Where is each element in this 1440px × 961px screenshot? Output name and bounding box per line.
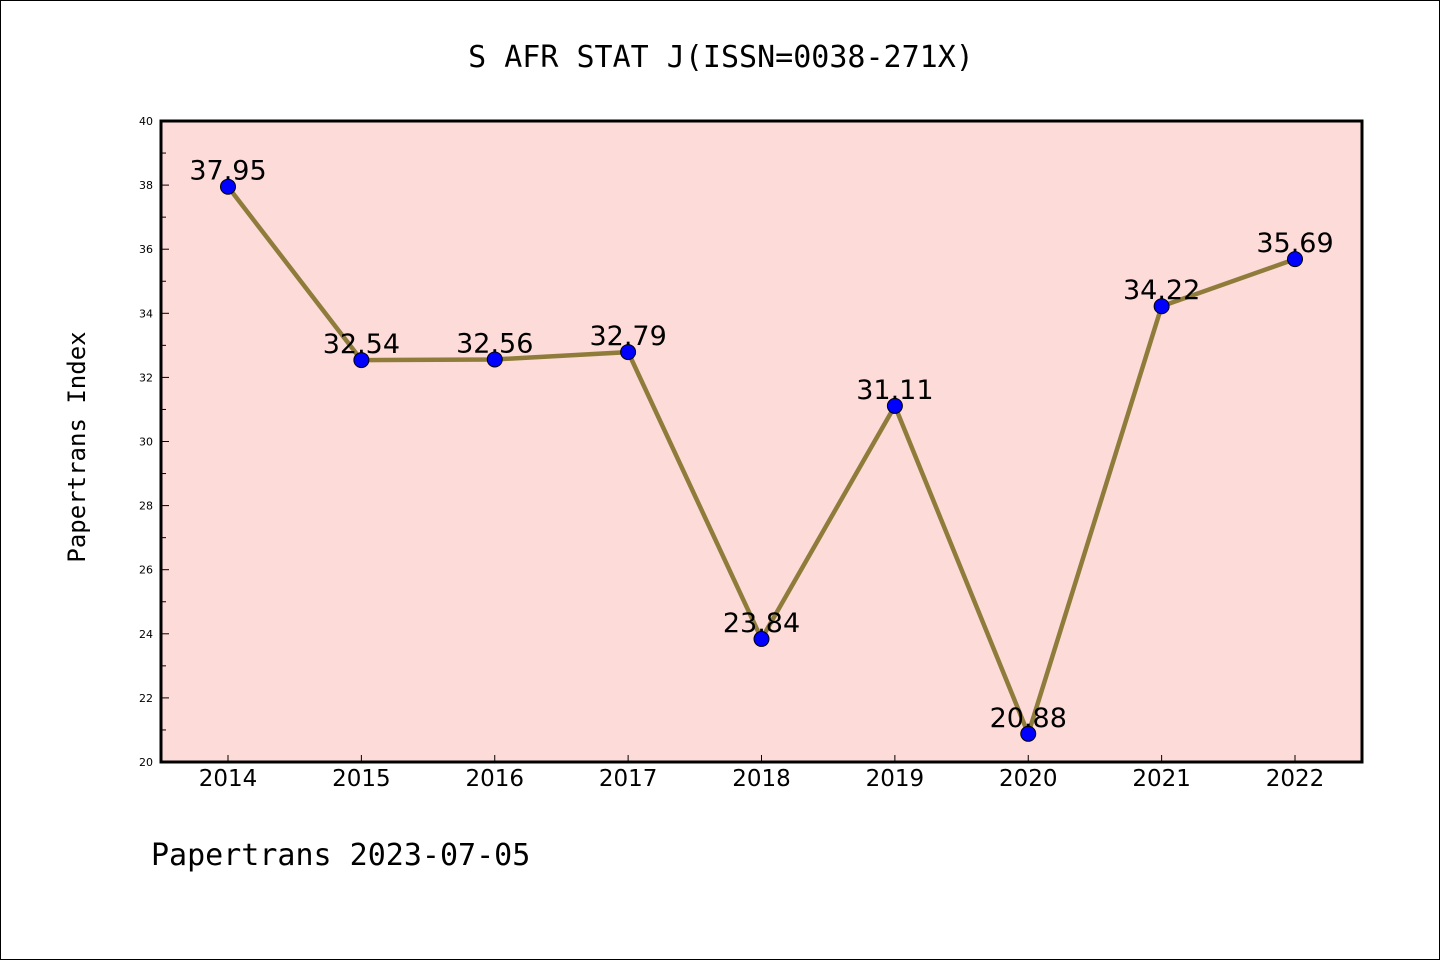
data-label: 23.84 [723,608,800,639]
y-axis: 20 22 24 26 28 30 32 34 36 38 40 [139,115,169,769]
x-tick-label: 2022 [1266,766,1325,792]
y-tick-label: 30 [139,436,153,449]
data-label: 37.95 [189,156,266,187]
x-tick-label: 2018 [732,766,791,792]
x-axis: 2014 2015 2016 2017 2018 2019 2020 2021 2022 [199,755,1325,792]
data-label: 34.22 [1123,275,1200,306]
y-tick-label: 26 [139,564,153,577]
data-point-marker [1153,298,1170,315]
x-tick-label: 2016 [465,766,524,792]
data-point-marker [620,344,637,361]
y-tick-label: 38 [139,179,153,192]
data-point-marker [1287,251,1303,268]
data-label: 32.79 [589,321,666,352]
y-tick-label: 36 [139,243,153,256]
y-tick-label: 20 [139,756,153,769]
data-point-marker [753,630,770,647]
data-label: 31.11 [856,375,933,406]
y-axis-label: Papertrans Index [63,331,91,562]
y-tick-label: 28 [139,500,153,513]
footer-credit: Papertrans 2023-07-05 [151,838,530,873]
x-tick-label: 2021 [1132,766,1191,792]
data-label: 32.54 [323,329,400,360]
plot-border [159,119,1364,764]
chart-title: S AFR STAT J(ISSN=0038-271X) [468,40,974,75]
data-point-marker [220,178,236,195]
x-tick-label: 2015 [332,766,391,792]
series-group: 37.95 32.54 32.56 32.79 23.84 31.11 20.88 34.22… [189,156,1334,742]
plot-area [161,121,1362,762]
data-label: 35.69 [1256,228,1333,259]
data-point-marker [886,397,903,414]
data-point-marker [353,352,370,369]
y-tick-label: 32 [139,371,153,384]
x-tick-label: 2019 [866,766,925,792]
x-tick-label: 2020 [999,766,1058,792]
x-tick-label: 2014 [199,766,258,792]
data-label: 32.56 [456,328,533,359]
y-tick-label: 40 [139,115,153,128]
y-tick-label: 34 [139,307,153,320]
y-tick-label: 24 [139,628,153,641]
y-tick-label: 22 [139,692,153,705]
data-label: 20.88 [990,703,1067,734]
x-tick-label: 2017 [599,766,658,792]
data-point-marker [486,351,503,368]
data-point-marker [1020,725,1037,742]
